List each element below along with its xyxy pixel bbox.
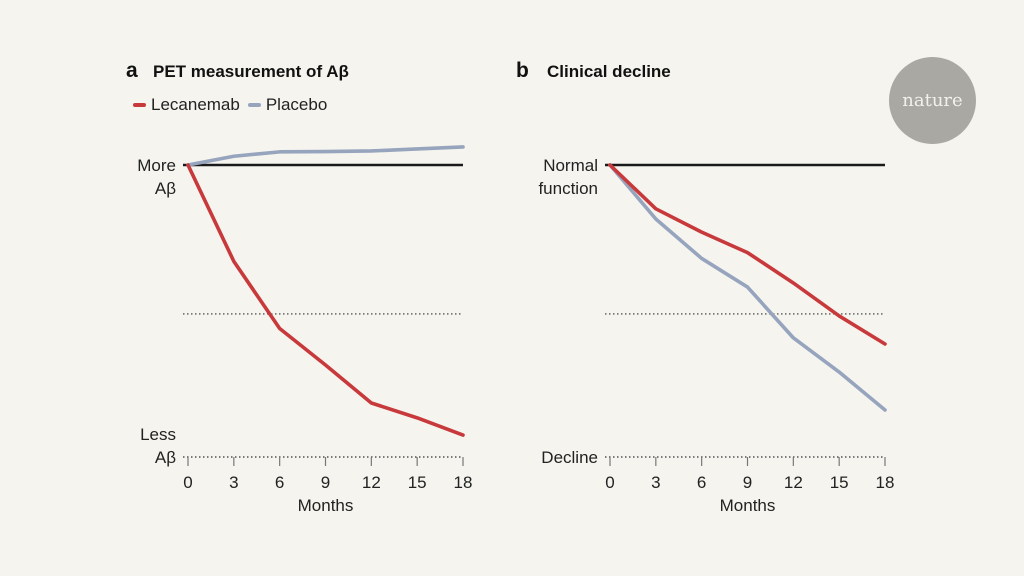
legend-item-lecanemab: Lecanemab: [133, 95, 240, 115]
panel-b-x-tick-label: 15: [830, 473, 849, 492]
nature-logo: nature: [889, 57, 976, 144]
panel-a-series-lecanemab: [186, 163, 465, 437]
panel-b-y-top-label: function: [538, 179, 598, 198]
panel-b-x-tick-label: 3: [651, 473, 660, 492]
panel-a-y-top-label: Aβ: [155, 179, 176, 198]
panel-b-letter: b: [516, 59, 529, 82]
panel-a-y-bottom-label: Aβ: [155, 448, 176, 467]
panel-b-y-top-label: Normal: [543, 156, 598, 175]
panel-a-x-axis-label: Months: [298, 496, 354, 515]
legend-item-placebo: Placebo: [247, 95, 328, 115]
panel-a-series-placebo: [186, 145, 465, 167]
panel-a-x-tick-label: 6: [275, 473, 284, 492]
panel-b-title: Clinical decline: [547, 62, 671, 81]
panel-a-y-top-label: More: [137, 156, 176, 175]
panel-a-x-tick-label: 0: [183, 473, 192, 492]
lecanemab-swatch: [133, 103, 146, 107]
legend-label: Placebo: [265, 95, 328, 114]
panel-b-x-tick-label: 12: [784, 473, 803, 492]
panel-b-y-bottom-label: Decline: [541, 448, 598, 467]
panel-b-x-tick-label: 0: [605, 473, 614, 492]
logo-text: nature: [902, 90, 963, 111]
panel-b-series-placebo: [608, 163, 887, 412]
panel-a-x-tick-label: 15: [408, 473, 427, 492]
panel-a-y-bottom-label: Less: [140, 425, 176, 444]
panel-b-x-axis-label: Months: [720, 496, 776, 515]
panel-a-letter: a: [126, 59, 138, 82]
legend: Lecanemab Placebo: [133, 95, 327, 115]
panel-a-x-tick-label: 18: [454, 473, 473, 492]
panel-b-x-tick-label: 6: [697, 473, 706, 492]
panel-a-x-tick-label: 3: [229, 473, 238, 492]
panel-b-series-lecanemab: [608, 163, 887, 346]
placebo-swatch: [247, 103, 261, 107]
panel-a-title: PET measurement of Aβ: [153, 62, 349, 81]
panel-a-x-tick-label: 9: [321, 473, 330, 492]
panel-b-x-tick-label: 18: [876, 473, 895, 492]
panel-a-x-tick-label: 12: [362, 473, 381, 492]
panel-b-x-tick-label: 9: [743, 473, 752, 492]
legend-label: Lecanemab: [151, 95, 240, 114]
